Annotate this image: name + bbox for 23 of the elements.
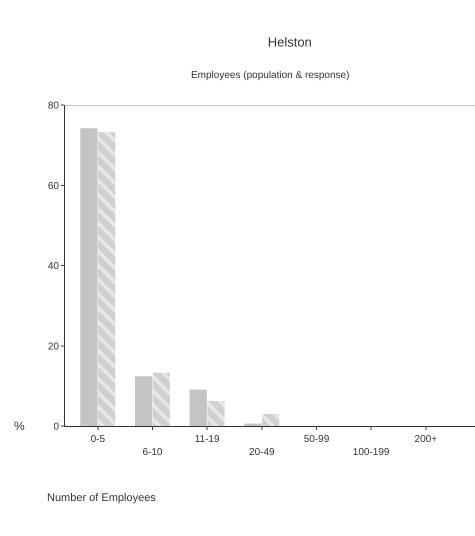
- x-tick-label: 11-19: [194, 434, 220, 445]
- chart-title: Helston: [268, 34, 312, 50]
- x-tick-label: 0-5: [90, 434, 106, 445]
- bar: [190, 389, 207, 426]
- x-tick-label: 200+: [414, 434, 438, 445]
- bar: [152, 372, 170, 426]
- chart-subtitle: Employees (population & response): [191, 70, 350, 81]
- bar: [134, 376, 152, 426]
- y-tick-label: 80: [48, 100, 60, 112]
- x-tick-label: 6-10: [142, 447, 163, 458]
- x-tick-label: 100-199: [352, 447, 390, 458]
- bar: [207, 401, 225, 426]
- y-tick-label: 60: [48, 180, 60, 192]
- x-tick-label: 50-99: [304, 434, 330, 445]
- bar: [80, 128, 98, 426]
- bar: [262, 414, 280, 426]
- y-tick-label: 40: [48, 261, 60, 272]
- y-axis-title: %: [14, 419, 25, 433]
- y-tick-label: 20: [48, 341, 60, 352]
- x-tick-label: 20-49: [249, 447, 276, 458]
- bar: [98, 132, 116, 426]
- text: Number of Employees: [47, 492, 156, 504]
- y-tick-label: 0: [53, 422, 60, 432]
